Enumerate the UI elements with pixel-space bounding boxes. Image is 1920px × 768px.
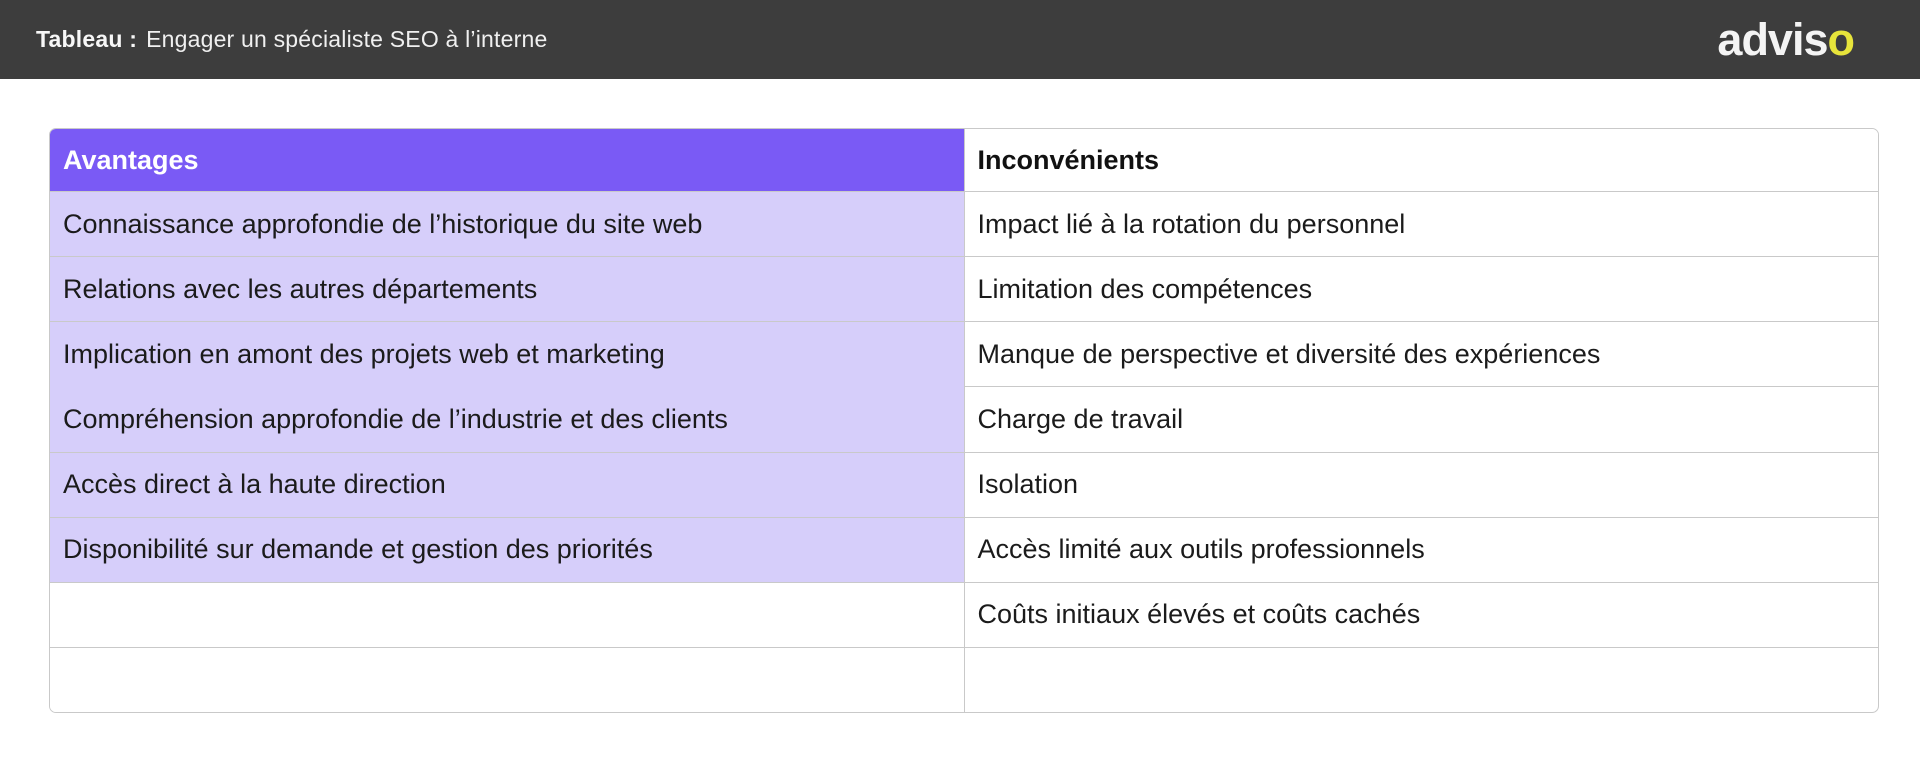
table-row: Relations avec les autres départements L… — [50, 256, 1878, 322]
cell-avantage-2: Relations avec les autres départements — [50, 256, 964, 322]
cell-avantage-3: Implication en amont des projets web et … — [50, 321, 964, 387]
comparison-table: Avantages Inconvénients Connaissance app… — [49, 128, 1879, 713]
cell-avantage-1: Connaissance approfondie de l’historique… — [50, 190, 964, 257]
cell-inconvenient-3: Manque de perspective et diversité des e… — [963, 321, 1878, 387]
cell-avantage-5: Accès direct à la haute direction — [50, 451, 964, 518]
table-row: Implication en amont des projets web et … — [50, 321, 1878, 387]
table-row: Compréhension approfondie de l’industrie… — [50, 386, 1878, 452]
table-header-row: Avantages Inconvénients — [50, 129, 1878, 192]
cell-inconvenient-5: Isolation — [963, 451, 1878, 518]
cell-inconvenient-7: Coûts initiaux élevés et coûts cachés — [963, 581, 1878, 648]
table-row: Disponibilité sur demande et gestion des… — [50, 516, 1878, 583]
cell-avantage-4: Compréhension approfondie de l’industrie… — [50, 386, 964, 452]
page-title-prefix: Tableau : — [36, 26, 138, 52]
cell-inconvenient-1: Impact lié à la rotation du personnel — [963, 190, 1878, 257]
cell-inconvenient-8-empty — [963, 646, 1878, 712]
cell-avantage-6: Disponibilité sur demande et gestion des… — [50, 516, 964, 583]
table-row — [50, 646, 1878, 712]
page-title-text: Engager un spécialiste SEO à l’interne — [146, 26, 548, 52]
table-row: Connaissance approfondie de l’historique… — [50, 190, 1878, 257]
cell-avantage-7-empty — [50, 581, 964, 648]
table-row: Accès direct à la haute direction Isolat… — [50, 451, 1878, 518]
page-title: Tableau : Engager un spécialiste SEO à l’… — [36, 26, 547, 53]
table-row: Coûts initiaux élevés et coûts cachés — [50, 581, 1878, 648]
adviso-logo-text: advis — [1717, 14, 1828, 65]
adviso-logo-accent-o: o — [1827, 14, 1855, 65]
top-bar: Tableau : Engager un spécialiste SEO à l’… — [0, 0, 1920, 79]
cell-inconvenient-4: Charge de travail — [963, 386, 1878, 452]
cell-inconvenient-6: Accès limité aux outils professionnels — [963, 516, 1878, 583]
header-inconvenients: Inconvénients — [963, 129, 1878, 192]
cell-avantage-8-empty — [50, 646, 964, 712]
header-avantages: Avantages — [50, 129, 964, 192]
cell-inconvenient-2: Limitation des compétences — [963, 256, 1878, 322]
adviso-logo: adviso — [1717, 14, 1855, 65]
